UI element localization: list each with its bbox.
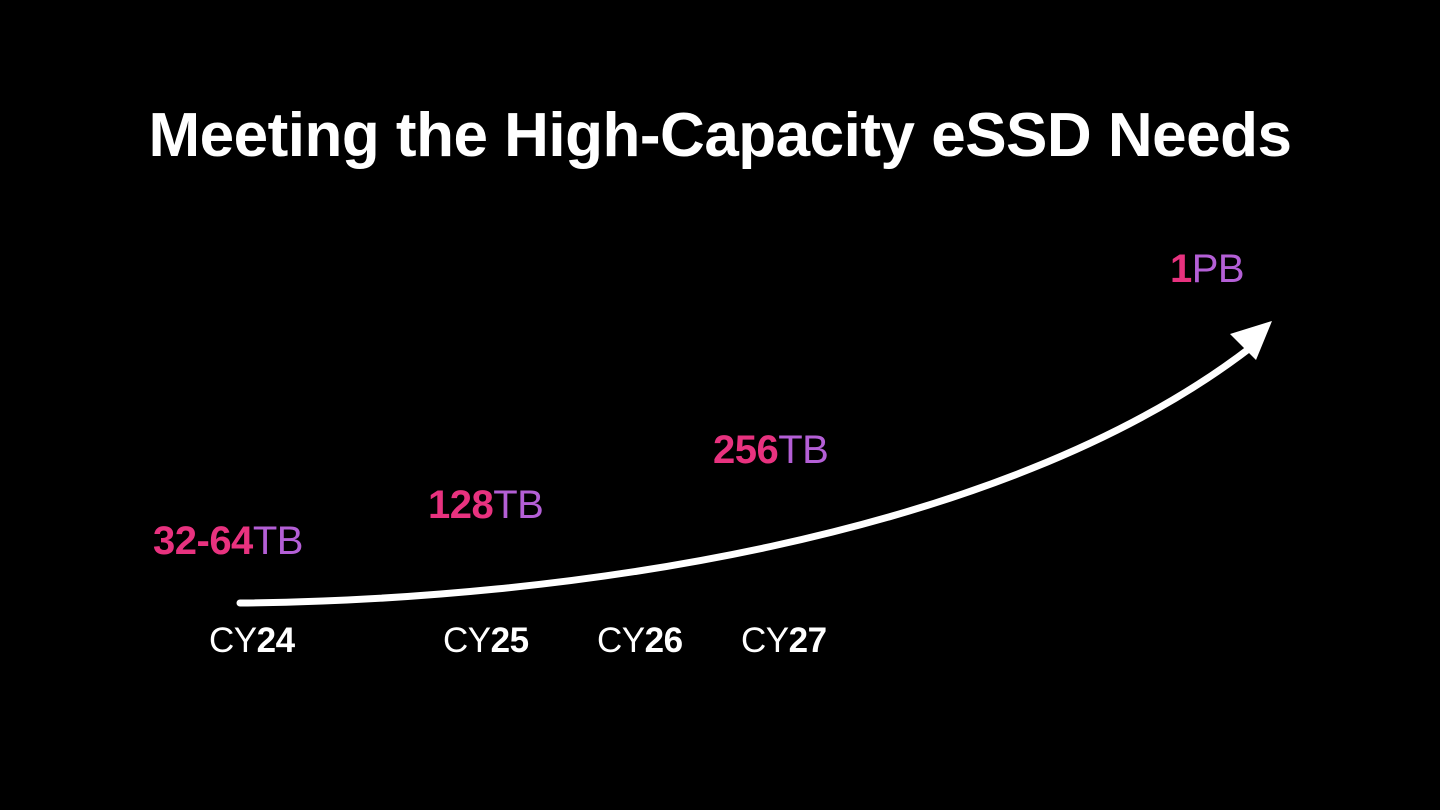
year-label-cy24: CY24 bbox=[209, 620, 295, 662]
capacity-value: 32-64 bbox=[153, 519, 253, 563]
capacity-value: 128 bbox=[428, 483, 494, 527]
capacity-cy25: 128TB bbox=[428, 481, 544, 529]
capacity-cy24: 32-64TB bbox=[153, 517, 303, 565]
year-label-cy25: CY25 bbox=[443, 620, 529, 662]
year-number: 26 bbox=[644, 621, 683, 660]
year-label-cy26: CY26 bbox=[597, 620, 683, 662]
year-number: 25 bbox=[490, 621, 529, 660]
year-prefix: CY bbox=[597, 621, 645, 660]
capacity-value: 256 bbox=[713, 428, 779, 472]
arrow-head bbox=[1230, 321, 1272, 360]
year-prefix: CY bbox=[443, 621, 491, 660]
capacity-value: 1 bbox=[1170, 247, 1192, 291]
growth-curve bbox=[236, 344, 1254, 607]
year-prefix: CY bbox=[209, 621, 257, 660]
capacity-future: 1PB bbox=[1170, 245, 1245, 293]
year-label-cy27: CY27 bbox=[741, 620, 827, 662]
year-number: 24 bbox=[256, 621, 295, 660]
slide-title: Meeting the High-Capacity eSSD Needs bbox=[148, 101, 1292, 170]
capacity-cy27: 256TB bbox=[713, 426, 829, 474]
capacity-unit: TB bbox=[252, 519, 304, 563]
year-prefix: CY bbox=[741, 621, 789, 660]
year-number: 27 bbox=[788, 621, 827, 660]
capacity-unit: PB bbox=[1191, 247, 1245, 291]
capacity-unit: TB bbox=[493, 483, 544, 527]
capacity-unit: TB bbox=[778, 428, 829, 472]
